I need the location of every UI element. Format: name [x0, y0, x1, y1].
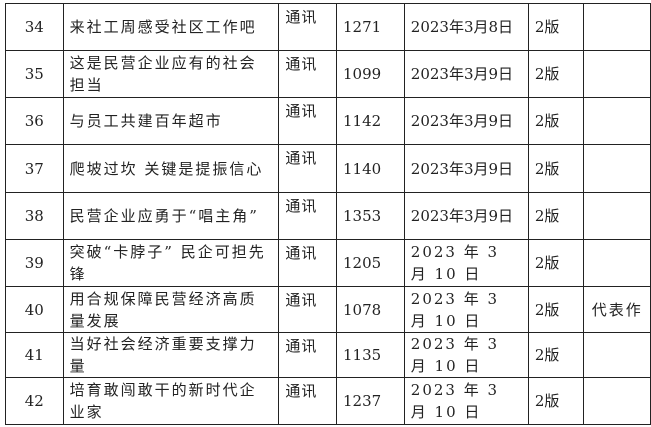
note: 代表作 — [583, 286, 651, 333]
article-title: 爬坡过坎 关键是提振信心 — [62, 144, 280, 193]
row-number: 39 — [5, 239, 64, 287]
article-type: 通讯 — [278, 144, 338, 193]
articles-table: 34 来社工周感受社区工作吧 通讯 1271 2023年3月8日 2版 35 这是民营企业应有… — [5, 3, 651, 425]
word-count: 1135 — [336, 332, 405, 378]
publish-date: 2023年3月8日 — [403, 3, 529, 51]
row-number: 37 — [5, 144, 64, 193]
edition: 2版 — [527, 3, 585, 51]
note — [583, 192, 651, 240]
note — [583, 97, 651, 145]
word-count: 1271 — [336, 3, 405, 51]
article-type: 通讯 — [278, 50, 338, 98]
word-count: 1205 — [336, 239, 405, 287]
word-count: 1099 — [336, 50, 405, 98]
article-type: 通讯 — [278, 97, 338, 145]
publish-date: 2023年3月9日 — [403, 50, 529, 98]
article-type: 通讯 — [278, 286, 338, 333]
edition: 2版 — [527, 286, 585, 333]
article-type: 通讯 — [278, 377, 338, 425]
row-number: 38 — [5, 192, 64, 240]
note — [583, 332, 651, 378]
row-number: 40 — [5, 286, 64, 333]
edition: 2版 — [527, 144, 585, 193]
article-type: 通讯 — [278, 3, 338, 51]
table-row: 35 这是民营企业应有的社会担当 通讯 1099 2023年3月9日 2版 — [5, 50, 651, 98]
edition: 2版 — [527, 332, 585, 378]
publish-date: 2023年3月9日 — [403, 192, 529, 240]
note — [583, 377, 651, 425]
article-type: 通讯 — [278, 192, 338, 240]
table-row: 39 突破“卡脖子” 民企可担先锋 通讯 1205 2023 年 3 月 10 日 2版 — [5, 239, 651, 287]
article-title: 这是民营企业应有的社会担当 — [62, 50, 280, 98]
table-row: 36 与员工共建百年超市 通讯 1142 2023年3月9日 2版 — [5, 97, 651, 145]
article-title: 用合规保障民营经济高质量发展 — [62, 286, 280, 333]
word-count: 1142 — [336, 97, 405, 145]
table-row: 41 当好社会经济重要支撑力量 通讯 1135 2023 年 3 月 10 日 2版 — [5, 332, 651, 378]
publish-date: 2023 年 3 月 10 日 — [403, 377, 529, 425]
article-title: 培育敢闯敢干的新时代企业家 — [62, 377, 280, 425]
note — [583, 3, 651, 51]
word-count: 1237 — [336, 377, 405, 425]
row-number: 35 — [5, 50, 64, 98]
word-count: 1353 — [336, 192, 405, 240]
edition: 2版 — [527, 50, 585, 98]
article-title: 突破“卡脖子” 民企可担先锋 — [62, 239, 280, 287]
edition: 2版 — [527, 192, 585, 240]
article-title: 来社工周感受社区工作吧 — [62, 3, 280, 51]
publish-date: 2023年3月9日 — [403, 97, 529, 145]
publish-date: 2023年3月9日 — [403, 144, 529, 193]
row-number: 41 — [5, 332, 64, 378]
table-row: 40 用合规保障民营经济高质量发展 通讯 1078 2023 年 3 月 10 日 2版代… — [5, 286, 651, 333]
word-count: 1140 — [336, 144, 405, 193]
row-number: 36 — [5, 97, 64, 145]
table-row: 38 民营企业应勇于“唱主角” 通讯 1353 2023年3月9日 2版 — [5, 192, 651, 240]
publish-date: 2023 年 3 月 10 日 — [403, 332, 529, 378]
table-row: 34 来社工周感受社区工作吧 通讯 1271 2023年3月8日 2版 — [5, 3, 651, 51]
article-title: 与员工共建百年超市 — [62, 97, 280, 145]
note — [583, 50, 651, 98]
article-title: 民营企业应勇于“唱主角” — [62, 192, 280, 240]
edition: 2版 — [527, 97, 585, 145]
edition: 2版 — [527, 377, 585, 425]
note — [583, 239, 651, 287]
article-title: 当好社会经济重要支撑力量 — [62, 332, 280, 378]
row-number: 34 — [5, 3, 64, 51]
article-type: 通讯 — [278, 332, 338, 378]
row-number: 42 — [5, 377, 64, 425]
word-count: 1078 — [336, 286, 405, 333]
article-type: 通讯 — [278, 239, 338, 287]
table-row: 42 培育敢闯敢干的新时代企业家 通讯 1237 2023 年 3 月 10 日 2版 — [5, 377, 651, 425]
note — [583, 144, 651, 193]
publish-date: 2023 年 3 月 10 日 — [403, 239, 529, 287]
publish-date: 2023 年 3 月 10 日 — [403, 286, 529, 333]
edition: 2版 — [527, 239, 585, 287]
table-row: 37 爬坡过坎 关键是提振信心 通讯 1140 2023年3月9日 2版 — [5, 144, 651, 193]
